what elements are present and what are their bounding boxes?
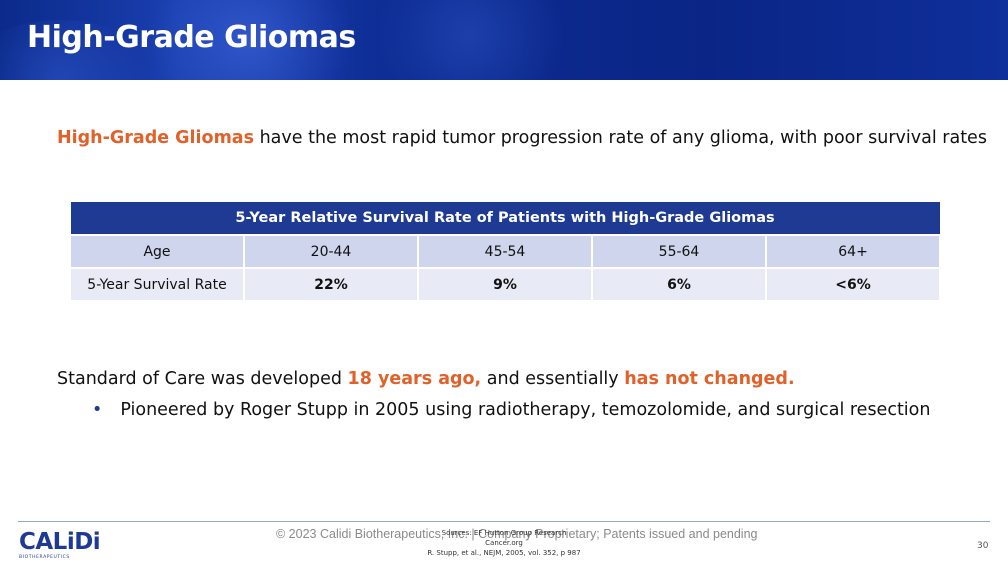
standard-of-care-statement: Standard of Care was developed 18 years …	[57, 369, 795, 389]
copyright-notice: © 2023 Calidi Biotherapeutics, Inc. | Co…	[276, 527, 758, 541]
intro-highlight: High-Grade Gliomas	[57, 128, 255, 148]
age-cell: 45-54	[417, 234, 593, 269]
sources-note: Sources: EF Hutton Group Research Cancer…	[404, 528, 604, 558]
rate-cell: 9%	[417, 267, 593, 302]
table-caption: 5-Year Relative Survival Rate of Patient…	[69, 201, 941, 236]
source-line: Sources: EF Hutton Group Research	[441, 529, 567, 537]
footer-divider	[18, 521, 990, 522]
age-header-cell: Age	[69, 234, 245, 269]
soc-highlight-years: 18 years ago,	[347, 369, 482, 389]
source-line: R. Stupp, et al., NEJM, 2005, vol. 352, …	[427, 549, 581, 557]
rate-cell: 6%	[591, 267, 767, 302]
slide-title: High-Grade Gliomas	[27, 20, 356, 55]
intro-statement: High-Grade Gliomas have the most rapid t…	[57, 128, 987, 148]
table-row: 5-Year Survival Rate 22% 9% 6% <6%	[69, 267, 942, 302]
soc-middle: and essentially	[481, 369, 625, 389]
bullet-item: • Pioneered by Roger Stupp in 2005 using …	[92, 400, 930, 420]
soc-prefix: Standard of Care was developed	[57, 369, 348, 389]
table-row: Age 20-44 45-54 55-64 64+	[69, 234, 942, 269]
source-line: Cancer.org	[485, 539, 523, 547]
soc-highlight-unchanged: has not changed.	[624, 369, 795, 389]
header-decoration	[360, 0, 580, 80]
bullet-text: Pioneered by Roger Stupp in 2005 using r…	[120, 400, 931, 420]
age-cell: 55-64	[591, 234, 767, 269]
logo-subtitle: BIOTHERAPEUTICS	[19, 555, 70, 560]
header-banner: High-Grade Gliomas	[0, 0, 1008, 80]
logo-wordmark: CALiDi	[19, 529, 101, 555]
intro-text: have the most rapid tumor progression ra…	[254, 128, 987, 148]
survival-table: 5-Year Relative Survival Rate of Patient…	[69, 201, 942, 302]
rate-cell: <6%	[764, 267, 942, 302]
company-logo: CALiDi BIOTHERAPEUTICS	[19, 530, 103, 560]
rate-cell: 22%	[243, 267, 419, 302]
bullet-icon: •	[92, 400, 103, 420]
age-cell: 64+	[764, 234, 942, 269]
header-decoration	[120, 0, 380, 80]
page-number: 30	[977, 541, 989, 551]
rate-header-cell: 5-Year Survival Rate	[69, 267, 245, 302]
age-cell: 20-44	[243, 234, 419, 269]
